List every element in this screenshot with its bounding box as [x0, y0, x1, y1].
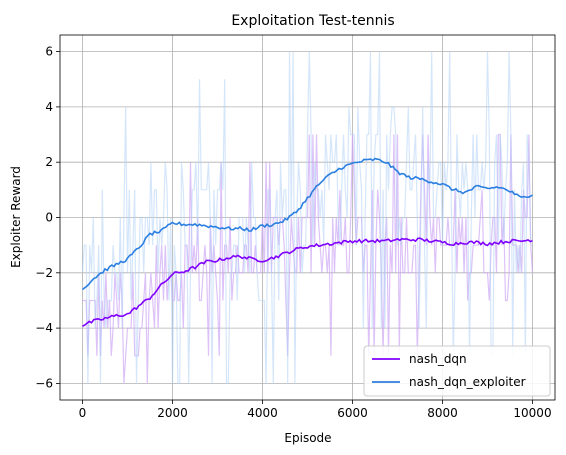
x-axis-ticks: 0 2000 4000 6000 8000 10000 — [79, 400, 552, 420]
x-tick-label: 4000 — [247, 406, 278, 420]
legend: nash_dqn nash_dqn_exploiter — [363, 345, 551, 397]
series-line-nash-dqn — [82, 237, 533, 327]
x-tick-label: 10000 — [513, 406, 551, 420]
x-tick-label: 2000 — [157, 406, 188, 420]
y-tick-label: 0 — [45, 211, 53, 225]
x-tick-label: 0 — [79, 406, 87, 420]
y-axis-label: Exploiter Reward — [9, 166, 23, 268]
raw-trace-nash-dqn — [82, 133, 534, 384]
series-line-nash-dqn-exploiter — [82, 157, 533, 291]
y-tick-label: 6 — [45, 45, 53, 59]
y-axis-ticks: −6 −4 −2 0 2 4 6 — [35, 45, 60, 390]
legend-box — [363, 345, 551, 397]
y-tick-label: −2 — [35, 266, 53, 280]
x-axis-label: Episode — [284, 431, 331, 445]
y-tick-label: −6 — [35, 376, 53, 390]
legend-label-nash-dqn-exploiter: nash_dqn_exploiter — [409, 375, 526, 389]
y-tick-label: −4 — [35, 321, 53, 335]
legend-label-nash-dqn: nash_dqn — [409, 352, 467, 366]
raw-series — [81, 51, 534, 384]
series-lines — [82, 157, 533, 327]
y-tick-label: 2 — [45, 155, 53, 169]
raw-trace-nash-dqn-exploiter — [81, 51, 533, 384]
y-tick-label: 4 — [45, 100, 53, 114]
chart-title: Exploitation Test-tennis — [231, 13, 394, 29]
x-tick-label: 6000 — [337, 406, 368, 420]
x-tick-label: 8000 — [427, 406, 458, 420]
